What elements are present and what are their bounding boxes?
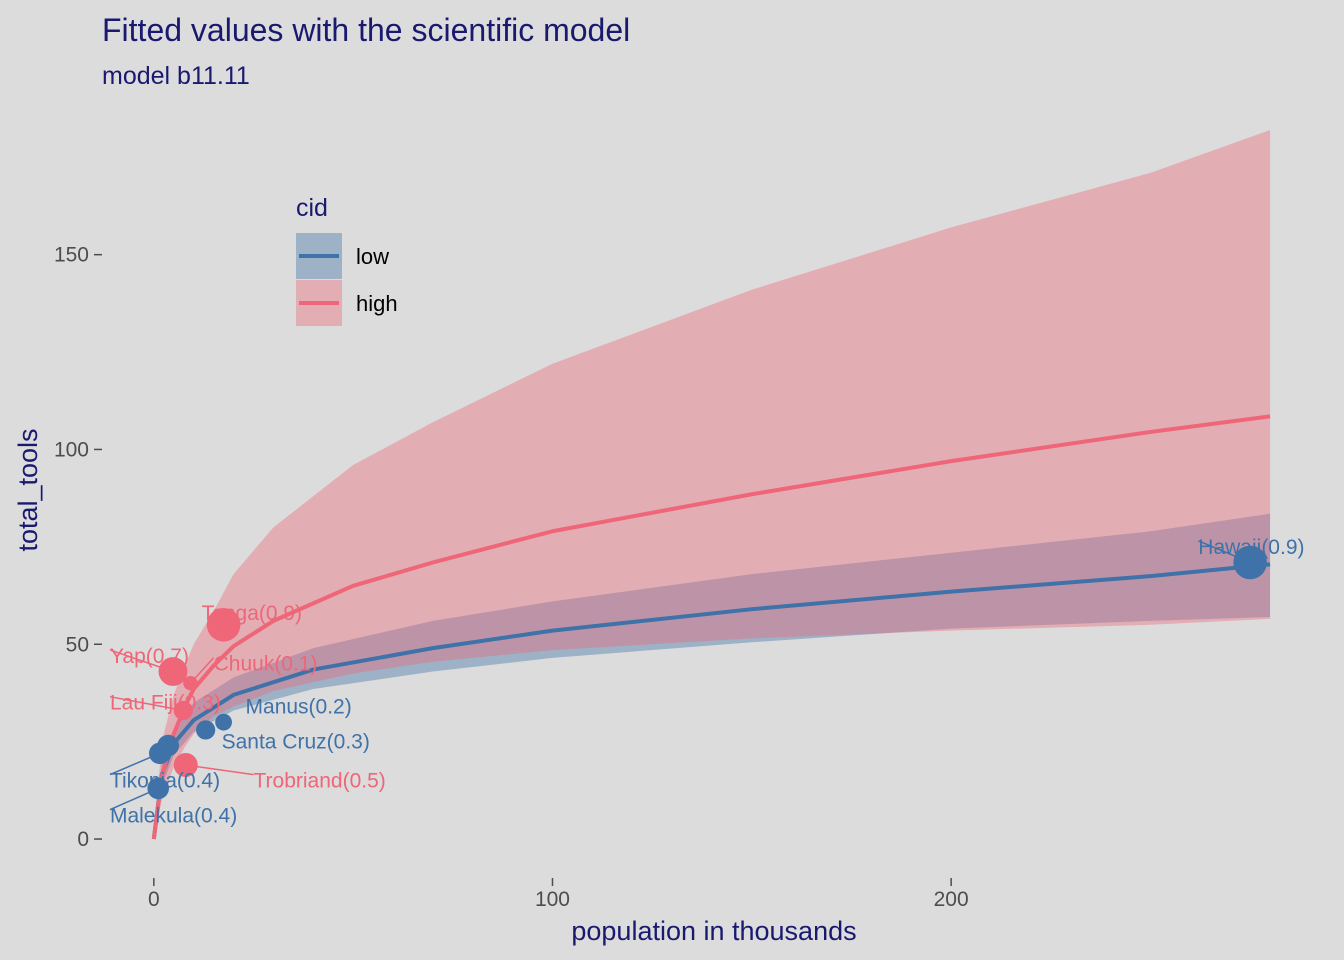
point-label: Santa Cruz(0.3): [222, 731, 370, 754]
data-point-high: [173, 753, 198, 778]
y-axis-title: total_tools: [13, 428, 43, 551]
point-label: Tonga(0.9): [202, 602, 302, 625]
label-segment: [109, 695, 184, 712]
point-labels-layer: Malekula(0.4) Tikopia(0.4) Yap(0.7) Lau Fij…: [110, 536, 1305, 828]
y-tick-label: 50: [66, 633, 89, 656]
point-label: Malekula(0.4): [110, 805, 237, 828]
data-point-high: [158, 657, 188, 686]
data-point-low: [157, 734, 179, 757]
point-label: Hawaii(0.9): [1198, 536, 1304, 559]
x-axis: 0 100 200: [148, 878, 969, 911]
ribbon-high: [153, 130, 1271, 840]
legend-label-high: high: [356, 291, 398, 316]
point-label: Chuuk(0.1): [214, 653, 318, 676]
ribbon-low: [153, 513, 1271, 840]
y-tick-label: 0: [77, 828, 89, 851]
point-label: Manus(0.2): [246, 696, 352, 719]
y-tick-label: 100: [54, 438, 89, 461]
x-axis-title: population in thousands: [571, 916, 856, 946]
data-point-high: [173, 700, 193, 721]
data-point-high: [183, 676, 198, 691]
data-point-low: [1233, 545, 1267, 580]
fit-line-high: [151, 414, 1271, 840]
x-tick-label: 0: [148, 888, 160, 911]
data-point-low: [147, 777, 170, 800]
x-tick-label: 100: [535, 888, 570, 911]
point-label: Lau Fiji(0.3): [110, 692, 221, 715]
chart-title: Fitted values with the scientific model: [102, 12, 630, 48]
legend-title: cid: [296, 194, 328, 222]
points-layer: [147, 545, 1267, 800]
point-label: Trobriand(0.5): [253, 770, 385, 793]
x-tick-label: 200: [934, 888, 969, 911]
data-point-low: [196, 720, 216, 740]
point-label: Yap(0.7): [110, 645, 189, 668]
data-point-high: [206, 607, 241, 642]
legend: cid low high: [296, 194, 398, 326]
y-tick-label: 150: [54, 244, 89, 267]
point-label: Tikopia(0.4): [110, 770, 220, 793]
chart-subtitle: model b11.11: [102, 62, 250, 90]
legend-label-low: low: [356, 244, 389, 269]
ribbons-layer: [153, 130, 1271, 840]
data-point-low: [215, 713, 232, 731]
y-axis: 0 50 100 150: [54, 244, 102, 851]
